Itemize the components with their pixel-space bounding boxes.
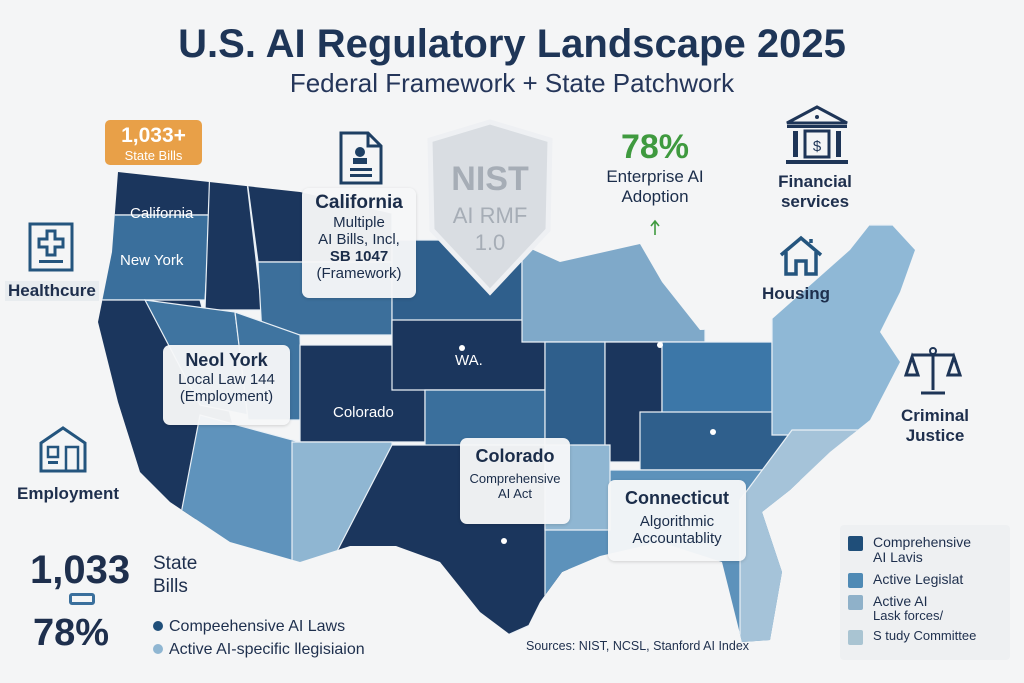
dot-icon bbox=[153, 644, 163, 654]
nist-shield-icon bbox=[427, 119, 553, 296]
sector-criminal-justice: Criminal Justice bbox=[890, 406, 980, 447]
legend-label: Lask forces/ bbox=[873, 608, 944, 624]
legend-label: AI Lavis bbox=[873, 549, 923, 566]
shield-line2: AI RMF bbox=[453, 203, 528, 228]
arrow-up-icon bbox=[650, 219, 660, 235]
stat-bills-l2: Bills bbox=[153, 575, 188, 597]
state-id bbox=[204, 172, 263, 311]
legend-swatch bbox=[848, 630, 863, 646]
dot-icon bbox=[153, 621, 163, 631]
marker-dot bbox=[459, 345, 465, 351]
colorado-card: Colorado Comprehensive AI Act bbox=[460, 438, 570, 524]
sector-employment: Employment bbox=[17, 484, 120, 503]
state-in-oh bbox=[661, 341, 773, 416]
card-line: SB 1047 bbox=[329, 248, 389, 265]
stat-bills-value: 1,033 bbox=[30, 548, 131, 592]
stat-bills-l1: State bbox=[153, 553, 198, 574]
card-title: Connecticut bbox=[624, 488, 729, 508]
card-line: (Employment) bbox=[179, 388, 274, 405]
stat-bills-label: State Bills bbox=[153, 553, 197, 599]
legend-label: Active AI bbox=[873, 592, 928, 609]
sector-criminal-line2: Justice bbox=[905, 426, 965, 446]
legend-swatch bbox=[848, 536, 863, 551]
adoption-label: Enterprise AI bbox=[606, 167, 704, 186]
adoption-stat: 78% Enterprise AI Adoption bbox=[590, 128, 720, 206]
sector-financial: Financial services bbox=[760, 172, 870, 213]
bill-icon bbox=[69, 593, 95, 605]
page-title: U.S. AI Regulatory Landscape 2025 bbox=[178, 22, 846, 66]
card-line: AI Act bbox=[498, 486, 532, 501]
employment-building-icon bbox=[39, 426, 87, 473]
sector-housing: Housing bbox=[762, 284, 830, 303]
map-label-mid: WA. bbox=[455, 352, 483, 369]
page-subtitle: Federal Framework + State Patchwork bbox=[289, 68, 735, 98]
marker-dot bbox=[657, 342, 663, 348]
card-line: Algorithmic bbox=[639, 513, 715, 530]
california-card: California Multiple AI Bills, Incl, SB 1… bbox=[302, 188, 416, 298]
legend-label: Comprehensive bbox=[873, 534, 972, 550]
state-bills-badge: 1,033+ State Bills bbox=[105, 120, 202, 165]
house-icon bbox=[779, 235, 823, 276]
card-line: Comprehensive bbox=[469, 471, 561, 486]
healthcare-icon bbox=[28, 222, 74, 272]
map-label-co: Colorado bbox=[333, 404, 394, 421]
shield-line3: 1.0 bbox=[475, 230, 506, 255]
legend-item: Active AI Lask forces/ bbox=[848, 592, 1002, 624]
state-mn-wi-mi bbox=[521, 229, 706, 343]
map-label-or: New York bbox=[120, 252, 184, 269]
document-icon bbox=[339, 131, 383, 185]
card-line: Accountablity bbox=[632, 530, 722, 547]
stat-pct-value: 78% bbox=[33, 612, 110, 654]
badge-value: 1,033+ bbox=[121, 124, 186, 147]
map-label-wa: California bbox=[130, 205, 194, 222]
card-line: Multiple bbox=[333, 214, 385, 231]
bank-icon: $ bbox=[786, 105, 848, 164]
legend-label: Active Legislat bbox=[873, 570, 964, 587]
svg-text:$: $ bbox=[813, 138, 822, 155]
adoption-value: 78% bbox=[620, 128, 690, 166]
card-line: AI Bills, Incl, bbox=[318, 231, 400, 248]
marker-dot bbox=[710, 429, 716, 435]
stat-key-1-label: Compeehensive AI Laws bbox=[169, 618, 346, 635]
card-title: Colorado bbox=[475, 446, 555, 466]
scales-of-justice-icon bbox=[904, 347, 962, 395]
card-title: Neol York bbox=[185, 350, 268, 370]
card-line: (Framework) bbox=[316, 265, 402, 282]
sector-healthcare: Healthcure bbox=[5, 281, 99, 302]
legend-swatch bbox=[848, 594, 863, 610]
badge-label: State Bills bbox=[124, 148, 183, 163]
sources-note: Sources: NIST, NCSL, Stanford AI Index bbox=[526, 639, 750, 653]
legend: Comprehensive AI Lavis Active Legislat Ac… bbox=[840, 525, 1010, 660]
adoption-label-2: Adoption bbox=[621, 186, 689, 206]
sector-criminal-line1: Criminal bbox=[900, 406, 970, 425]
connecticut-card: Connecticut Algorithmic Accountablity bbox=[608, 480, 746, 561]
card-title: California bbox=[315, 192, 403, 213]
legend-item: Comprehensive AI Lavis bbox=[848, 534, 1002, 566]
stat-key-1: Compeehensive AI Laws bbox=[153, 618, 345, 636]
legend-label: S tudy Committee bbox=[873, 628, 977, 644]
newyork-card: Neol York Local Law 144 (Employment) bbox=[163, 345, 290, 425]
sector-financial-line1: Financial bbox=[778, 172, 852, 191]
stat-key-2-label: Active AI-specific llegisiaion bbox=[169, 641, 365, 658]
sector-financial-line2: services bbox=[780, 192, 850, 212]
card-line: Local Law 144 bbox=[178, 371, 275, 388]
stat-key-2: Active AI-specific llegisiaion bbox=[153, 641, 365, 659]
legend-swatch bbox=[848, 572, 863, 588]
legend-item: S tudy Committee bbox=[848, 628, 1002, 646]
shield-line1: NIST bbox=[451, 160, 529, 198]
legend-item: Active Legislat bbox=[848, 570, 1002, 588]
marker-dot bbox=[501, 538, 507, 544]
